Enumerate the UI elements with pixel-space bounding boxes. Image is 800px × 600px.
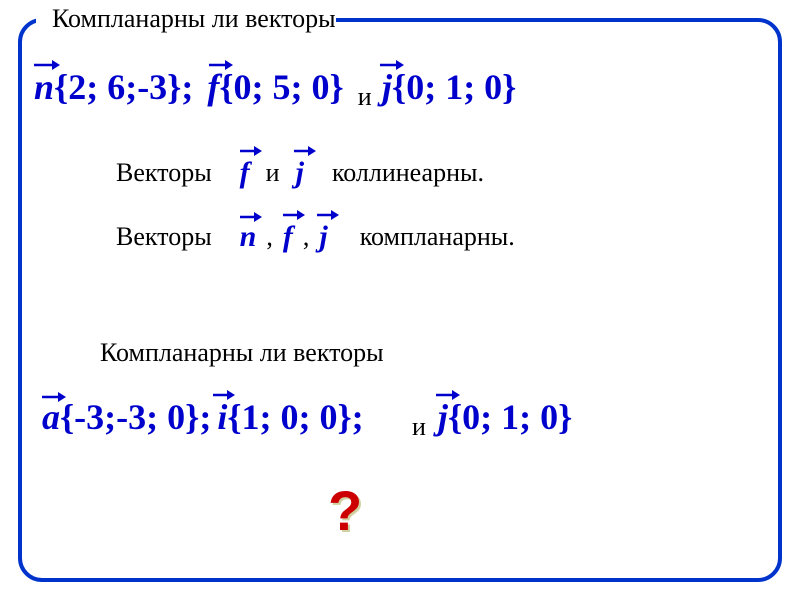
i-coords: {1; 0; 0}; xyxy=(227,396,363,438)
question-mark-icon: ? xyxy=(328,478,362,543)
n-symbol-mid: n xyxy=(240,220,257,253)
comma2: , xyxy=(303,222,310,252)
f-symbol: f xyxy=(207,67,219,107)
reason-collinear: Векторы f и j коллинеарны. xyxy=(116,156,484,190)
arrow-over-n-icon xyxy=(240,210,262,224)
arrow-over-a-icon xyxy=(42,390,66,404)
f-symbol-mid2: f xyxy=(283,220,293,253)
j-symbol: j xyxy=(382,67,392,107)
j-coords: {0; 1; 0} xyxy=(392,66,516,108)
question2-prompt: Компланарны ли векторы xyxy=(100,338,384,368)
question1-vectors-left: n {2; 6;-3}; f {0; 5; 0} и xyxy=(34,66,386,108)
question2-vectors-right: и j {0; 1; 0} xyxy=(400,396,572,438)
arrow-over-f-icon xyxy=(209,58,233,72)
i-symbol: i xyxy=(217,397,227,437)
j-coords2: {0; 1; 0} xyxy=(448,396,572,438)
vector-j2: j xyxy=(438,396,448,438)
reason1-suffix: коллинеарны. xyxy=(332,158,484,188)
n-symbol: n xyxy=(34,67,54,107)
vector-n: n xyxy=(34,66,54,108)
f-symbol-mid: f xyxy=(240,156,250,189)
reason-coplanar: Векторы n , f , j компланарны. xyxy=(116,220,515,254)
vector-a: a xyxy=(42,396,60,438)
arrow-over-j-icon xyxy=(436,388,460,402)
question2-vectors-left: a {-3;-3; 0}; i {1; 0; 0}; xyxy=(42,396,364,438)
question1-prompt: Компланарны ли векторы xyxy=(52,4,336,34)
vector-j: j xyxy=(382,66,392,108)
vector-j-small: j xyxy=(296,156,304,190)
vector-f-small2: f xyxy=(283,220,293,254)
j-symbol-mid2: j xyxy=(319,220,327,253)
arrow-over-f-icon xyxy=(283,208,305,222)
arrow-over-n-icon xyxy=(34,58,60,72)
reason1-and: и xyxy=(266,158,280,188)
slide-content: Компланарны ли векторы n {2; 6;-3}; f {0… xyxy=(0,0,800,600)
j-symbol-mid: j xyxy=(296,156,304,189)
vector-f: f xyxy=(207,66,219,108)
vector-n-small: n xyxy=(240,220,257,254)
vector-j-small2: j xyxy=(319,220,327,254)
f-coords: {0; 5; 0} xyxy=(219,66,343,108)
comma1: , xyxy=(266,222,273,252)
vector-f-small: f xyxy=(240,156,250,190)
and-text-2: и xyxy=(412,412,426,442)
a-coords: {-3;-3; 0}; xyxy=(60,396,211,438)
reason2-prefix: Векторы xyxy=(116,222,212,252)
reason1-prefix: Векторы xyxy=(116,158,212,188)
j-symbol2: j xyxy=(438,397,448,437)
arrow-over-j-icon xyxy=(317,208,339,222)
arrow-over-j-icon xyxy=(294,144,316,158)
arrow-over-f-icon xyxy=(240,144,262,158)
reason2-suffix: компланарны. xyxy=(360,222,515,252)
vector-i: i xyxy=(217,396,227,438)
and-text-1: и xyxy=(358,82,372,112)
arrow-over-i-icon xyxy=(213,388,235,402)
arrow-over-j-icon xyxy=(380,58,404,72)
question1-vectors-right: j {0; 1; 0} xyxy=(382,66,516,108)
n-coords: {2; 6;-3}; xyxy=(54,66,193,108)
